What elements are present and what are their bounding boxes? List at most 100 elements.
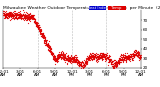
Point bbox=[29, 16, 31, 17]
Point bbox=[97, 54, 100, 55]
Point bbox=[87, 60, 89, 61]
Point bbox=[93, 55, 95, 56]
Point bbox=[82, 62, 84, 64]
Point bbox=[100, 56, 103, 57]
Point bbox=[137, 53, 139, 54]
Point bbox=[24, 15, 27, 16]
Point bbox=[88, 57, 90, 58]
Point bbox=[53, 58, 56, 59]
Point bbox=[35, 24, 38, 25]
Point bbox=[4, 14, 7, 15]
Point bbox=[41, 37, 44, 38]
Point bbox=[26, 17, 28, 19]
Point bbox=[41, 32, 44, 34]
Point bbox=[104, 56, 107, 58]
Point bbox=[24, 16, 26, 17]
Point bbox=[34, 23, 37, 24]
Point bbox=[110, 62, 112, 63]
Point bbox=[31, 15, 33, 16]
Point bbox=[92, 57, 94, 58]
Point bbox=[85, 64, 88, 65]
Point bbox=[70, 57, 73, 59]
Point bbox=[75, 60, 78, 61]
Point bbox=[123, 59, 125, 60]
Point bbox=[88, 60, 91, 61]
Point bbox=[67, 60, 70, 62]
Point bbox=[65, 58, 68, 59]
Point bbox=[82, 65, 85, 66]
Point bbox=[60, 53, 63, 55]
Point bbox=[22, 15, 24, 16]
Point bbox=[58, 55, 61, 56]
Point bbox=[42, 35, 45, 36]
Point bbox=[96, 58, 98, 60]
Point bbox=[24, 17, 26, 18]
Point bbox=[30, 15, 33, 16]
Point bbox=[40, 28, 42, 29]
Point bbox=[112, 65, 114, 67]
Point bbox=[89, 53, 92, 55]
Point bbox=[113, 67, 115, 69]
Point bbox=[117, 61, 119, 62]
Point bbox=[110, 59, 113, 61]
Point bbox=[14, 17, 16, 18]
Point bbox=[47, 46, 49, 47]
Point bbox=[82, 64, 84, 65]
Point bbox=[71, 58, 73, 60]
Point bbox=[132, 54, 135, 55]
Point bbox=[21, 14, 24, 16]
Point bbox=[36, 25, 39, 27]
Point bbox=[114, 62, 116, 63]
Point bbox=[103, 54, 106, 56]
Point bbox=[62, 59, 65, 60]
Point bbox=[123, 56, 125, 57]
Point bbox=[32, 18, 35, 20]
Point bbox=[115, 66, 118, 67]
Point bbox=[86, 58, 88, 59]
Point bbox=[124, 56, 127, 58]
Point bbox=[110, 60, 113, 62]
Point bbox=[30, 16, 33, 17]
Point bbox=[19, 10, 22, 11]
Point bbox=[129, 56, 132, 57]
Point bbox=[120, 55, 123, 56]
Point bbox=[16, 13, 18, 15]
Point bbox=[39, 32, 42, 33]
Point bbox=[120, 59, 122, 61]
Point bbox=[36, 25, 39, 26]
Point bbox=[85, 63, 88, 64]
Point bbox=[135, 54, 138, 55]
Point bbox=[24, 12, 27, 13]
Point bbox=[9, 19, 12, 21]
Point bbox=[68, 57, 70, 59]
Point bbox=[102, 56, 104, 57]
Point bbox=[108, 58, 110, 59]
Point bbox=[122, 56, 125, 58]
Point bbox=[46, 44, 48, 45]
Point bbox=[68, 60, 71, 62]
Point bbox=[30, 17, 32, 18]
Point bbox=[29, 12, 32, 13]
Point bbox=[81, 65, 83, 67]
Point bbox=[71, 57, 74, 58]
Point bbox=[37, 26, 40, 27]
Point bbox=[13, 13, 16, 15]
Point bbox=[84, 63, 87, 65]
Point bbox=[16, 16, 19, 18]
Point bbox=[125, 60, 127, 62]
Point bbox=[4, 15, 7, 16]
Point bbox=[118, 57, 121, 59]
Point bbox=[50, 54, 52, 55]
Point bbox=[71, 61, 73, 62]
Point bbox=[64, 58, 67, 59]
Point bbox=[135, 56, 138, 57]
Point bbox=[5, 12, 8, 14]
Point bbox=[36, 22, 38, 24]
Point bbox=[7, 12, 10, 14]
Point bbox=[34, 21, 37, 22]
Point bbox=[68, 56, 71, 57]
Point bbox=[107, 56, 109, 58]
Point bbox=[124, 57, 126, 59]
Point bbox=[68, 59, 71, 60]
Point bbox=[136, 54, 138, 56]
